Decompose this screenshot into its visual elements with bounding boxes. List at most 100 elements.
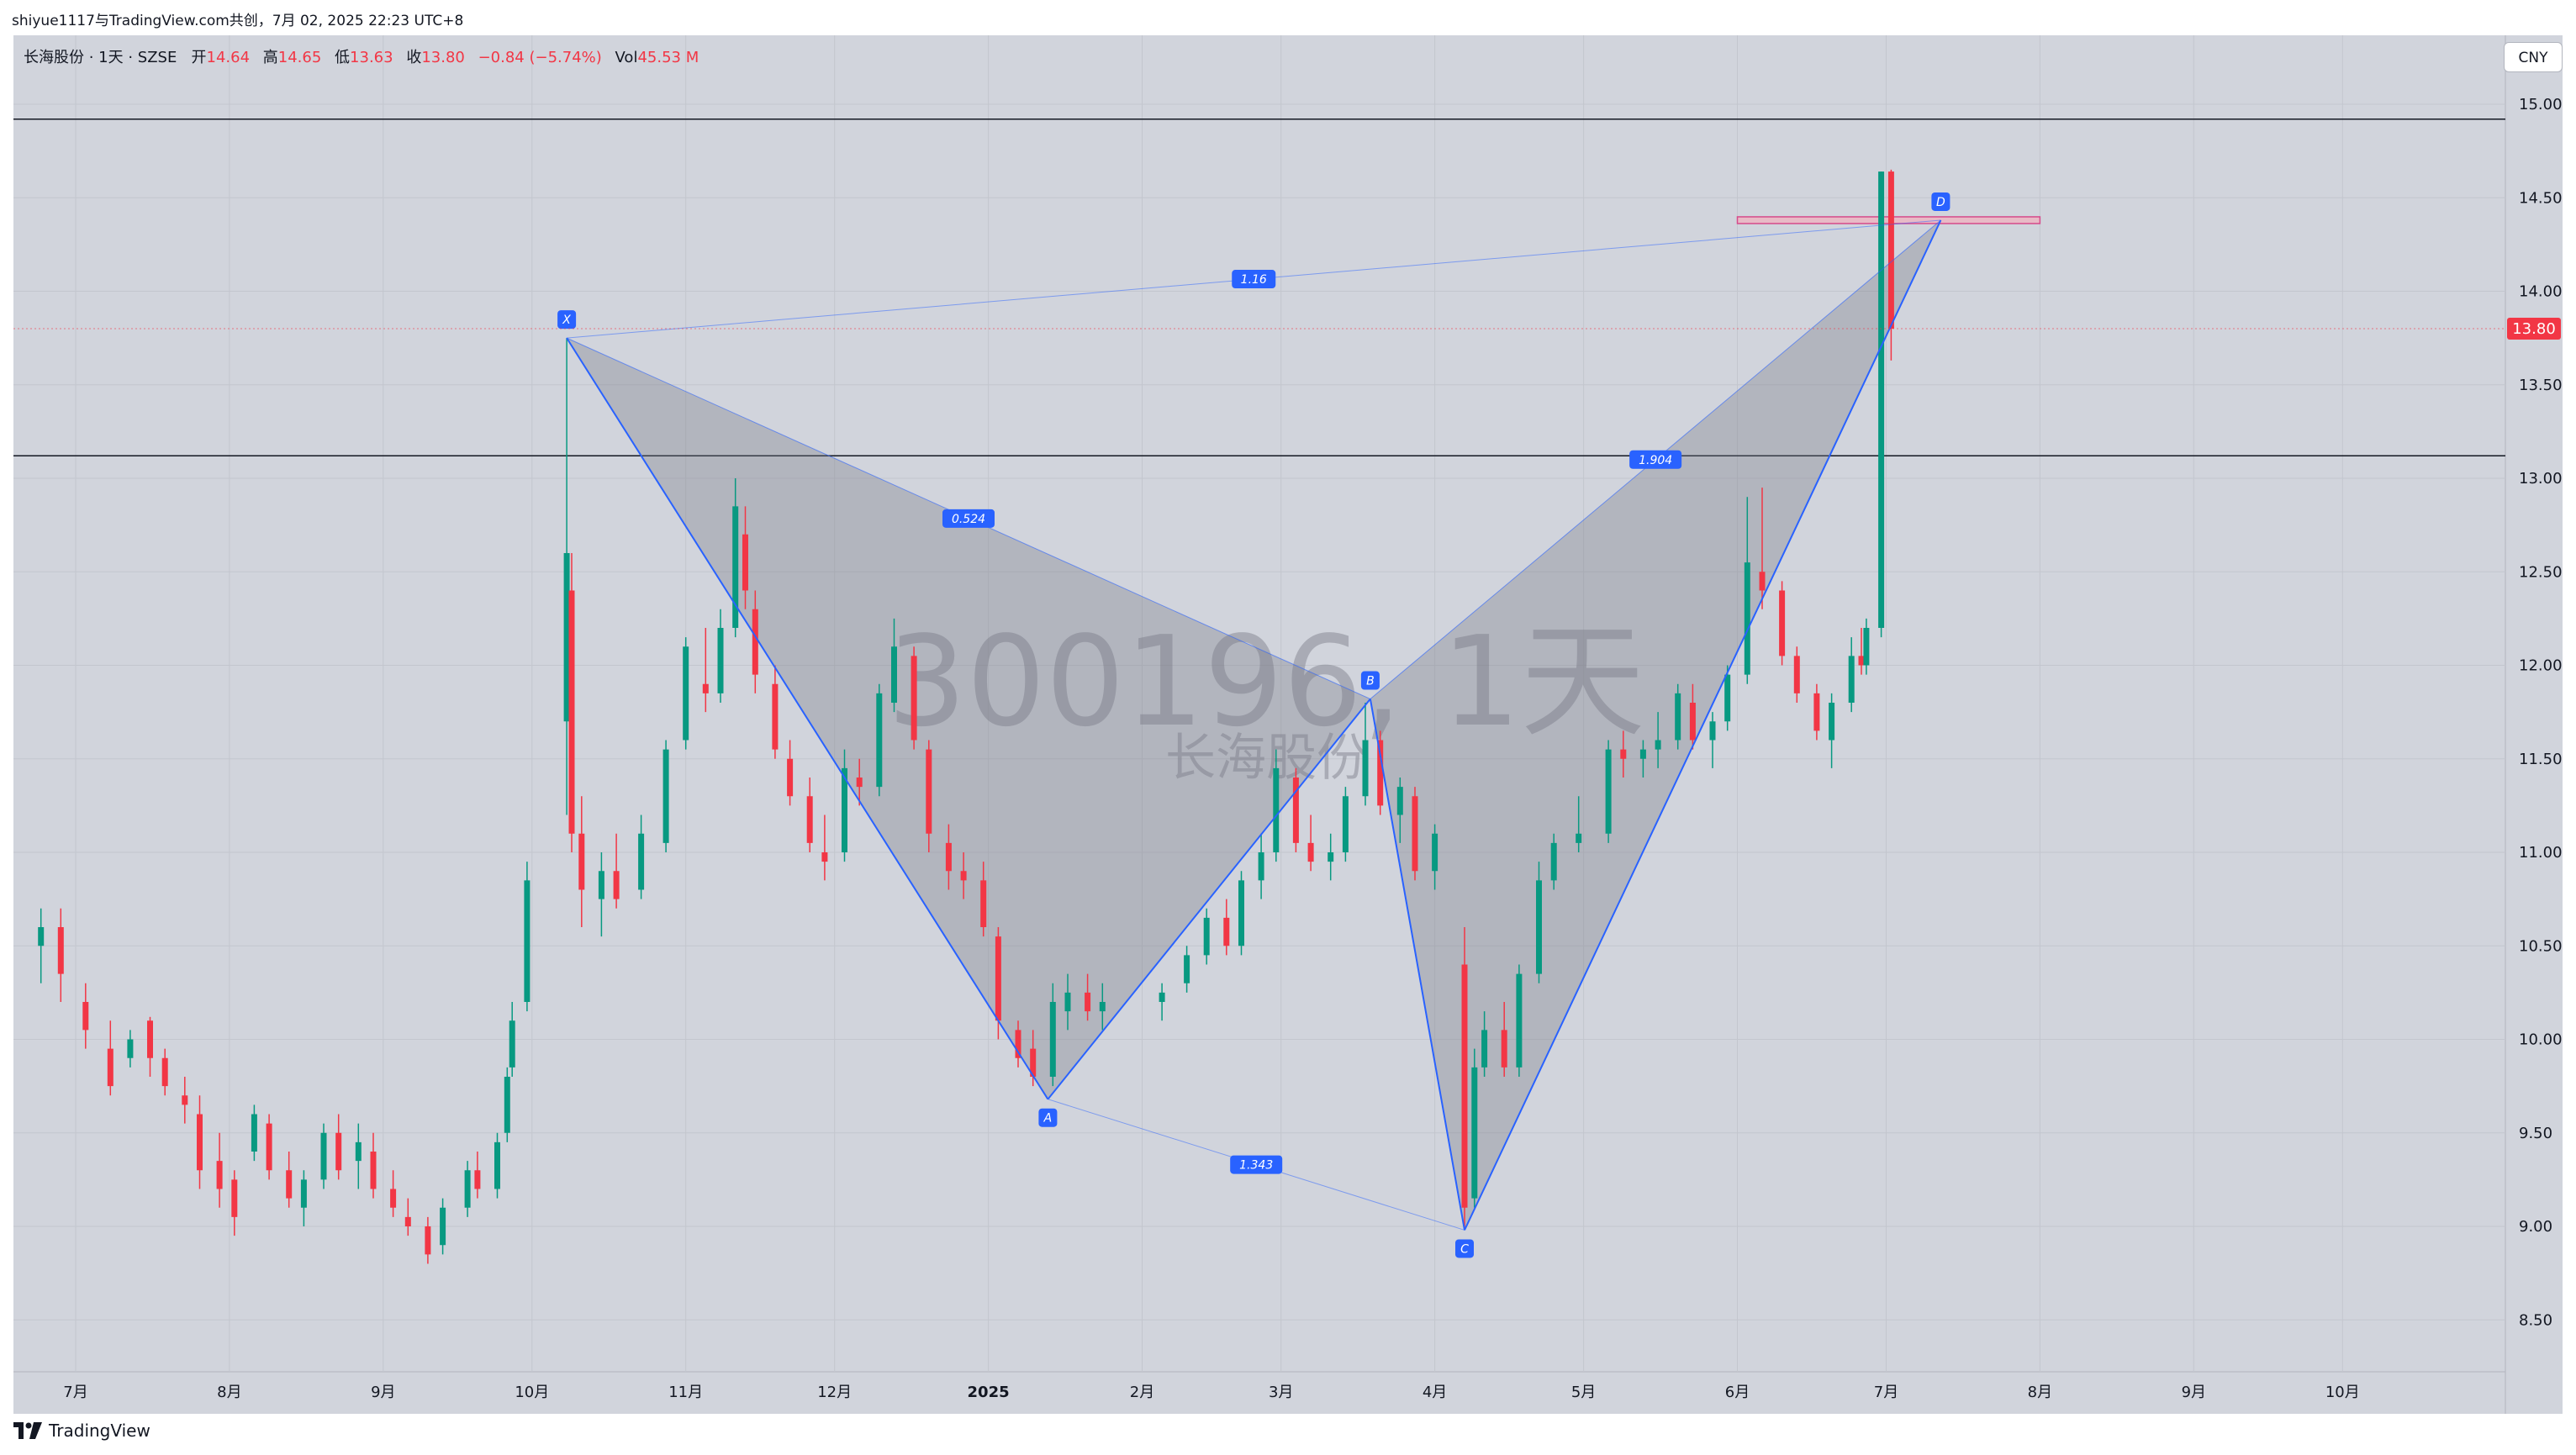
candle [440, 1198, 446, 1255]
pattern-point-a-text: A [1043, 1112, 1053, 1126]
candle-body [717, 628, 724, 693]
watermark-name: 长海股份 [1165, 729, 1367, 788]
candle-body [732, 506, 739, 628]
candle-body [1273, 767, 1280, 852]
currency-button[interactable]: CNY [2504, 42, 2563, 72]
price-tick-label: 9.50 [2519, 1125, 2552, 1142]
pattern-point-x: X [557, 310, 577, 329]
tradingview-brand[interactable]: TradingView [13, 1421, 150, 1441]
tradingview-brand-label: TradingView [49, 1421, 150, 1441]
candle [1258, 833, 1264, 899]
candle [1328, 833, 1334, 881]
price-tick-label: 10.50 [2519, 937, 2563, 955]
candle-body [1030, 1048, 1037, 1077]
candle-body [182, 1095, 188, 1105]
symbol-legend: 长海股份 · 1天 · SZSE 开14.64 高14.65 低13.63 收1… [24, 45, 707, 67]
time-tick-label: 2025 [968, 1384, 1010, 1401]
pattern-ratio-label-text: 1.16 [1241, 273, 1267, 287]
candle [1099, 983, 1106, 1031]
pattern-triangle-bcd [1370, 219, 1941, 1231]
legend-title: 长海股份 · 1天 · SZSE [24, 49, 177, 66]
watermark-symbol: 300196, 1天 [887, 609, 1644, 754]
pattern-point-d-box [1931, 192, 1950, 211]
pattern-ratio-label: 1.904 [1629, 450, 1682, 469]
candle-body [1605, 749, 1612, 834]
candle-body [1258, 852, 1264, 881]
candle [38, 908, 45, 983]
candle-body [1639, 749, 1646, 759]
candle-body [404, 1216, 411, 1226]
time-tick-label: 6月 [1725, 1384, 1750, 1401]
candle [464, 1161, 471, 1217]
candle-body [1085, 992, 1091, 1012]
candle [231, 1170, 238, 1236]
candle-body [1461, 964, 1468, 1208]
candle [161, 1048, 168, 1096]
horizontal-lines[interactable] [13, 119, 2505, 457]
price-chart[interactable]: 300196, 1天 长海股份 X A B C D 0.524 1.343 1.904 1.16… [13, 35, 2563, 1414]
candle [1887, 169, 1894, 361]
candle [107, 1020, 113, 1096]
grid-lines [13, 35, 2505, 1372]
candle [842, 749, 847, 862]
candle [1064, 973, 1071, 1031]
price-tick-label: 10.00 [2519, 1031, 2563, 1049]
candle [57, 908, 64, 1002]
candle [1605, 740, 1612, 843]
candle [197, 1095, 203, 1189]
candle-body [355, 1141, 362, 1162]
candle-body [1848, 656, 1855, 703]
time-tick-label: 2月 [1130, 1384, 1154, 1401]
candle-body [752, 609, 758, 675]
price-tick-label: 14.50 [2519, 189, 2563, 207]
pattern-point-b: B [1360, 671, 1380, 690]
candle-body [876, 693, 883, 788]
candle-body [1759, 572, 1766, 591]
candle [752, 590, 758, 693]
candle-body [980, 880, 987, 927]
time-tick-label: 12月 [817, 1384, 852, 1401]
candle [856, 758, 863, 806]
legend-vol-label: Vol [615, 49, 638, 66]
candle-body [440, 1207, 446, 1246]
time-tick-label: 8月 [217, 1384, 241, 1401]
candle [1471, 1048, 1478, 1208]
legend-vol-value: 45.53 M [637, 49, 699, 66]
candle [1273, 749, 1280, 862]
time-tick-label: 3月 [1269, 1384, 1293, 1401]
candle-body [1342, 796, 1349, 852]
time-axis[interactable]: 7月 8月 9月 10月 11月 12月 2025 2月 3月 4月 5月 6月 7月 8月 9月 10月 [63, 1384, 2359, 1401]
candle [1203, 908, 1210, 965]
candle-body [891, 646, 897, 703]
candle [742, 506, 748, 609]
candle [1536, 862, 1542, 983]
candle-body [1184, 955, 1190, 983]
pattern-ratio-label: 0.524 [942, 509, 995, 528]
candle [425, 1216, 431, 1264]
candle [474, 1152, 481, 1199]
candle-body [524, 880, 531, 1002]
candle [638, 814, 645, 899]
candle [1793, 646, 1800, 703]
candle [1675, 683, 1681, 750]
price-axis[interactable]: 8.50 9.00 9.50 10.00 10.50 11.00 11.50 12.00 12.… [2519, 96, 2563, 1329]
candle-body [638, 833, 645, 890]
candle-body [251, 1114, 257, 1152]
candle-body [1793, 656, 1800, 693]
candle [821, 814, 828, 881]
candle-body [1858, 656, 1865, 666]
candle-body [568, 590, 575, 834]
chart-frame[interactable]: 300196, 1天 长海股份 X A B C D 0.524 1.343 1.904 1.16… [13, 35, 2563, 1414]
pattern-ratio-label-box [1629, 450, 1682, 469]
pattern-ratio-label-box [942, 509, 995, 528]
candle-body [578, 833, 585, 890]
candle [1779, 581, 1786, 666]
candle-body [266, 1123, 272, 1171]
price-tick-label: 8.50 [2519, 1311, 2552, 1329]
pattern-point-c-box [1455, 1239, 1474, 1258]
pattern-ratio-label-box [1230, 1155, 1283, 1174]
pattern-ratio-label-text: 0.524 [952, 513, 985, 526]
candle [404, 1198, 411, 1236]
candle-body [370, 1152, 377, 1189]
candle [390, 1170, 397, 1217]
